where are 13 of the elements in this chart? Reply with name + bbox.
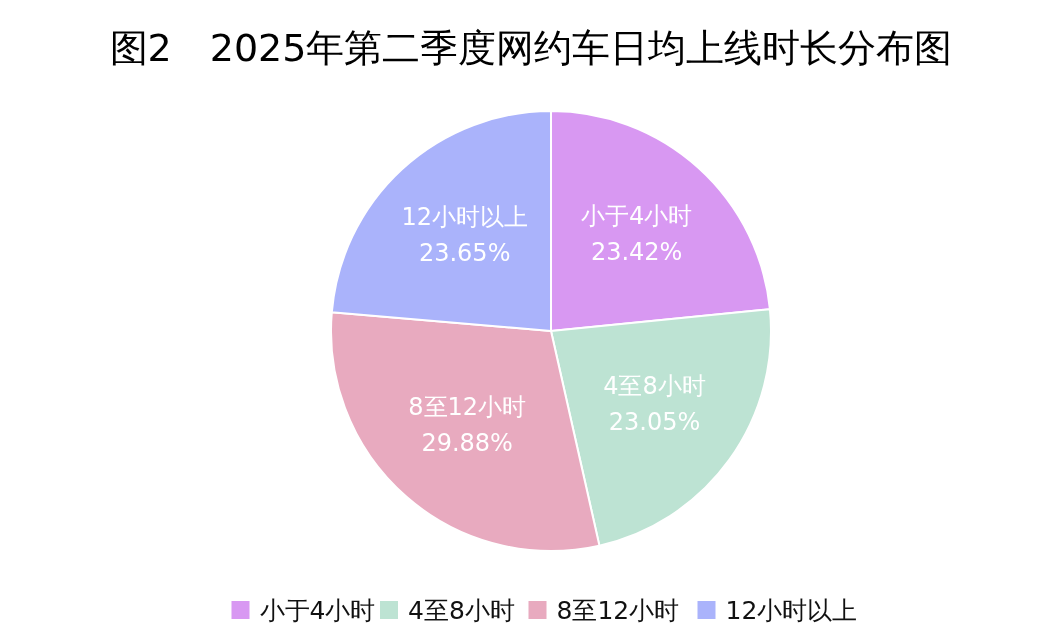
data-label: 23.05% <box>608 407 701 436</box>
data-label: 23.42% <box>590 238 683 267</box>
slice-label: 8至12小时 <box>408 393 527 422</box>
legend-label: 8至12小时 <box>556 595 680 625</box>
slice-label: 小于4小时 <box>581 202 693 231</box>
legend-label: 小于4小时 <box>259 595 376 625</box>
slice-label: 4至8小时 <box>603 371 706 400</box>
chart-title: 图2 2025年第二季度网约车日均上线时长分布图 <box>109 26 953 70</box>
legend-label: 12小时以上 <box>725 595 858 625</box>
slice-label: 12小时以上 <box>401 203 528 232</box>
data-label: 23.65% <box>418 239 511 268</box>
data-label: 29.88% <box>421 429 513 458</box>
legend-label: 4至8小时 <box>408 595 515 625</box>
